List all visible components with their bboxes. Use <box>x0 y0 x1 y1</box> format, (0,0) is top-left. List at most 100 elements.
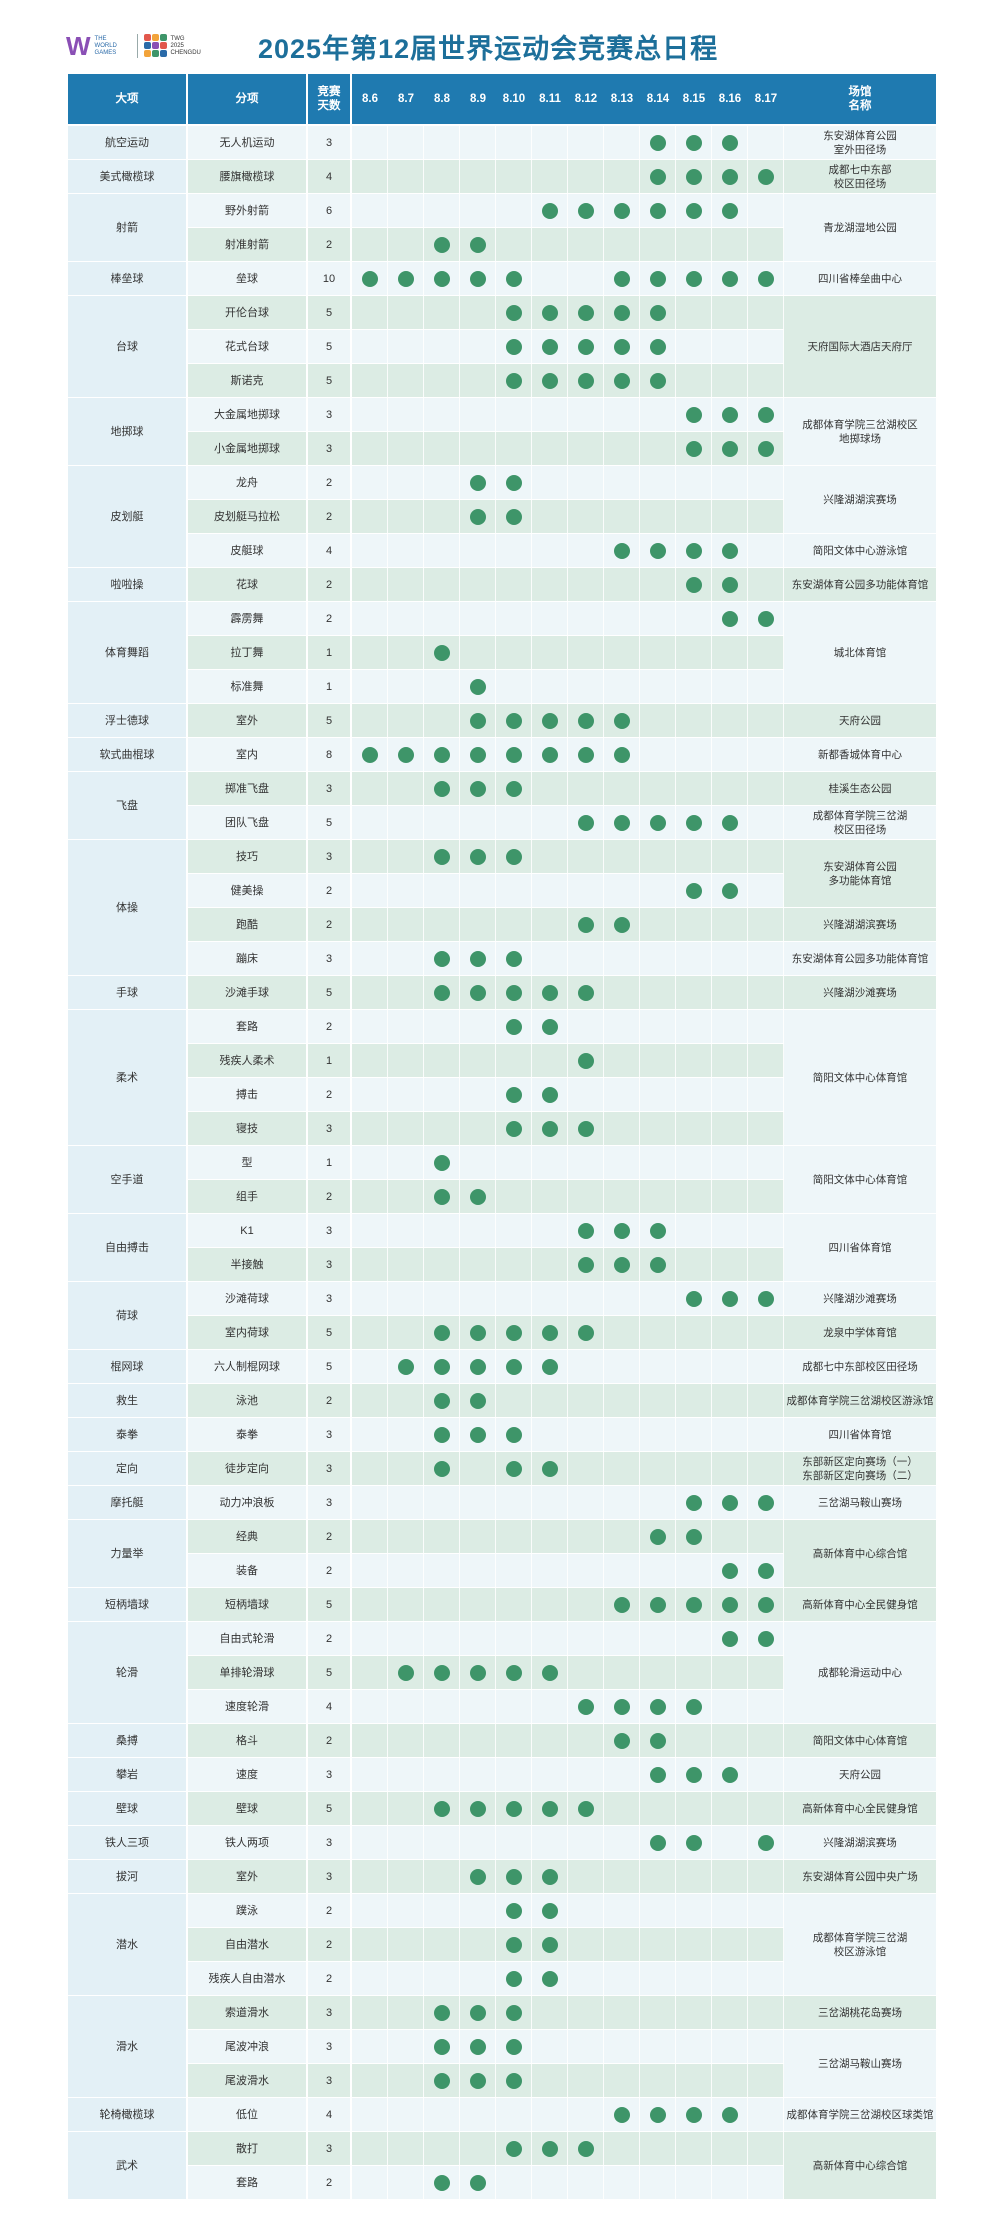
category-cell: 棒垒球 <box>68 262 186 295</box>
event-day-dot <box>758 1596 774 1613</box>
date-cell <box>424 1724 460 1757</box>
date-cell <box>424 262 460 295</box>
date-cell <box>748 1180 784 1213</box>
date-cell <box>496 1656 532 1689</box>
date-cell <box>640 534 676 567</box>
date-cell <box>424 1180 460 1213</box>
date-cell <box>460 772 496 805</box>
date-cell <box>496 1826 532 1859</box>
event-day-dot <box>470 2072 486 2089</box>
date-cell <box>424 942 460 975</box>
date-cell <box>676 1860 712 1893</box>
date-cell <box>640 1418 676 1451</box>
date-cell <box>640 2132 676 2165</box>
date-band <box>352 330 784 363</box>
date-cell <box>712 2098 748 2131</box>
date-cell <box>568 942 604 975</box>
date-cell <box>424 1418 460 1451</box>
date-cell <box>676 670 712 703</box>
date-cell <box>640 330 676 363</box>
date-cell <box>640 1690 676 1723</box>
venue-cell: 东安湖体育公园 多功能体育馆 <box>784 840 936 907</box>
date-cell <box>676 1010 712 1043</box>
event-day-dot <box>650 1766 666 1783</box>
date-cell <box>460 2166 496 2199</box>
event-day-dot <box>398 1664 414 1681</box>
date-cell <box>496 1282 532 1315</box>
venue-cell: 天府公园 <box>784 704 936 737</box>
date-cell <box>460 874 496 907</box>
date-band <box>352 1010 784 1043</box>
date-cell <box>496 806 532 839</box>
date-cell <box>640 670 676 703</box>
date-band <box>352 1044 784 1077</box>
date-cell <box>460 636 496 669</box>
subevent-cell: 技巧 <box>188 840 306 873</box>
date-band <box>352 2064 784 2097</box>
event-day-dot <box>470 1392 486 1409</box>
subevent-cell: 组手 <box>188 1180 306 1213</box>
date-cell <box>568 126 604 159</box>
date-cell <box>424 806 460 839</box>
date-cell <box>496 1622 532 1655</box>
date-cell <box>460 1078 496 1111</box>
date-cell <box>460 2064 496 2097</box>
date-cell <box>532 500 568 533</box>
date-cell <box>532 1010 568 1043</box>
category-cell: 拔河 <box>68 1860 186 1893</box>
date-cell <box>712 2132 748 2165</box>
date-cell <box>676 1690 712 1723</box>
date-cell <box>424 1486 460 1519</box>
date-cell <box>640 1248 676 1281</box>
event-day-dot <box>614 1732 630 1749</box>
date-cell <box>424 1044 460 1077</box>
event-day-dot <box>578 814 594 831</box>
date-cell <box>640 602 676 635</box>
subevent-cell: 掷准飞盘 <box>188 772 306 805</box>
subevent-cell: 装备 <box>188 1554 306 1587</box>
date-cell <box>568 840 604 873</box>
event-day-dot <box>506 1358 522 1375</box>
date-cell <box>388 1894 424 1927</box>
days-cell: 3 <box>308 1996 350 2029</box>
chengdu-2025-emblem-icon <box>143 34 168 58</box>
days-cell: 2 <box>308 1724 350 1757</box>
date-cell <box>496 1860 532 1893</box>
event-day-dot <box>578 1120 594 1137</box>
date-cell <box>424 1384 460 1417</box>
event-day-dot <box>614 2106 630 2123</box>
date-cell <box>460 1690 496 1723</box>
date-band <box>352 500 784 533</box>
category-cell: 射箭 <box>68 194 186 261</box>
event-day-dot <box>506 1902 522 1919</box>
venue-cell: 龙泉中学体育馆 <box>784 1316 936 1349</box>
event-day-dot <box>722 1766 738 1783</box>
event-day-dot <box>578 1222 594 1239</box>
date-cell <box>568 1010 604 1043</box>
date-cell <box>532 2166 568 2199</box>
date-cell <box>496 2098 532 2131</box>
event-day-dot <box>614 916 630 933</box>
date-band <box>352 1622 784 1655</box>
date-band <box>352 704 784 737</box>
date-band <box>352 296 784 329</box>
event-day-dot <box>650 270 666 287</box>
venue-cell: 四川省体育馆 <box>784 1214 936 1281</box>
date-cell <box>532 2098 568 2131</box>
date-cell <box>640 500 676 533</box>
event-day-dot <box>506 950 522 967</box>
subevent-cell: 拉丁舞 <box>188 636 306 669</box>
date-cell <box>388 636 424 669</box>
date-cell <box>676 806 712 839</box>
date-cell <box>460 1894 496 1927</box>
date-cell <box>496 1588 532 1621</box>
date-cell <box>424 772 460 805</box>
date-cell <box>388 466 424 499</box>
date-cell <box>568 1044 604 1077</box>
date-cell <box>676 908 712 941</box>
event-day-dot <box>578 916 594 933</box>
subevent-cell: 龙舟 <box>188 466 306 499</box>
date-cell <box>388 1010 424 1043</box>
date-cell <box>676 1622 712 1655</box>
